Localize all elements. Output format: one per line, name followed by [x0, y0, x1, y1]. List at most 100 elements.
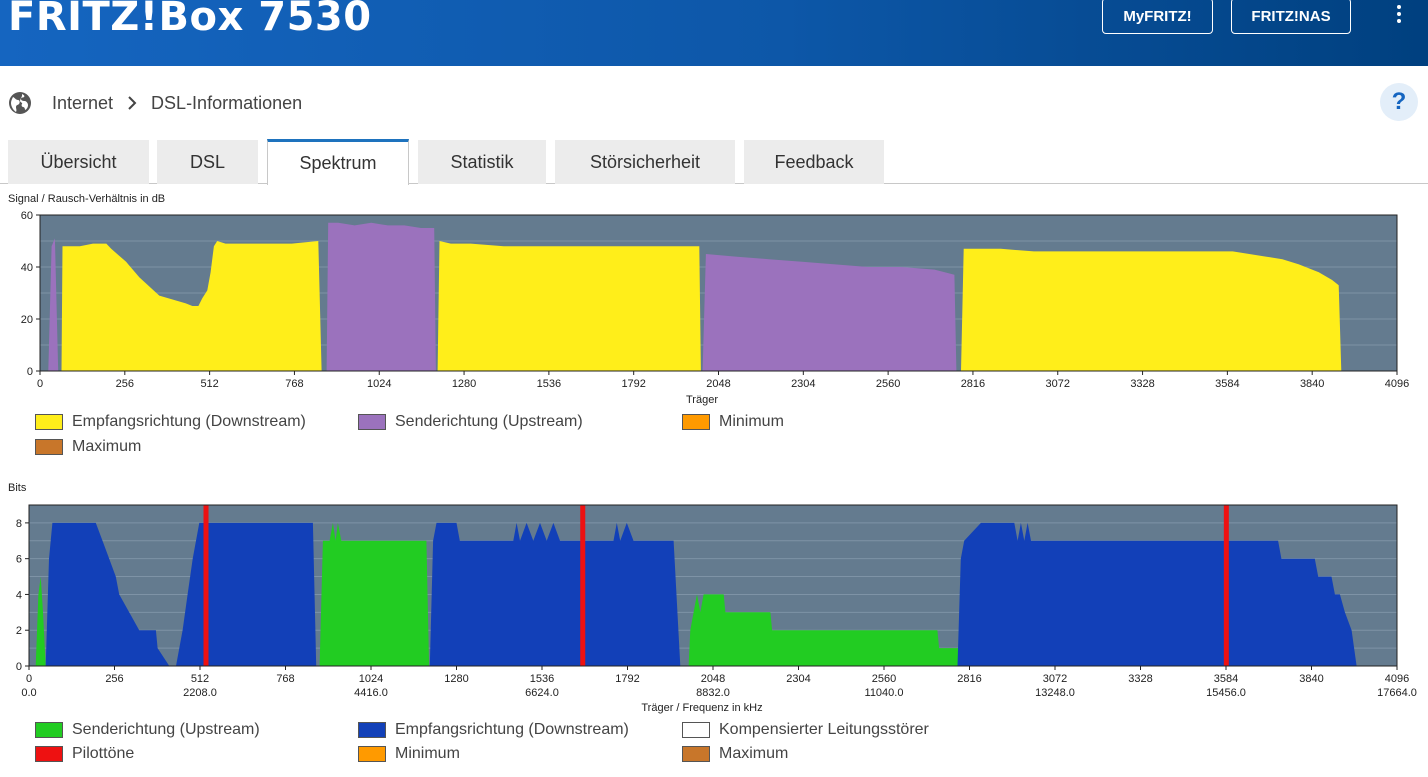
- pilot-tone-marker: [203, 505, 209, 666]
- x-frequency-label: 13248.0: [1035, 687, 1075, 699]
- legend-bits-minimum: Minimum: [358, 745, 460, 763]
- swatch-upstream: [358, 414, 386, 430]
- legend-bits-upstream: Senderichtung (Upstream): [35, 721, 260, 739]
- x-tick-label: 1024: [359, 673, 383, 685]
- y-tick-label: 2: [16, 625, 22, 637]
- swatch-downstream: [358, 722, 386, 738]
- tab-uebersicht[interactable]: Übersicht: [8, 140, 149, 184]
- pilot-tone-marker: [1223, 505, 1229, 666]
- y-tick-label: 4: [16, 589, 22, 601]
- legend-label: Senderichtung (Upstream): [72, 721, 260, 738]
- x-tick-label: 768: [276, 673, 294, 685]
- help-button[interactable]: ?: [1380, 83, 1418, 121]
- x-tick-label: 2816: [961, 378, 985, 390]
- tab-feedback[interactable]: Feedback: [744, 140, 884, 184]
- legend-label: Pilottöne: [72, 745, 135, 762]
- x-frequency-label: 17664.0: [1377, 687, 1417, 699]
- swatch-maximum: [682, 746, 710, 762]
- swatch-minimum: [682, 414, 710, 430]
- x-tick-label: 3072: [1046, 378, 1070, 390]
- legend-snr-minimum: Minimum: [682, 413, 784, 431]
- legend-label: Minimum: [719, 413, 784, 430]
- x-tick-label: 256: [105, 673, 123, 685]
- tab-stoersicherheit[interactable]: Störsicherheit: [555, 140, 735, 184]
- legend-snr-maximum: Maximum: [35, 438, 141, 456]
- legend-bits-maximum: Maximum: [682, 745, 788, 763]
- fritznas-button[interactable]: FRITZ!NAS: [1231, 0, 1351, 34]
- legend-snr-downstream: Empfangsrichtung (Downstream): [35, 413, 306, 431]
- x-tick-label: 1024: [367, 378, 391, 390]
- x-tick-label: 3072: [1043, 673, 1067, 685]
- x-tick-label: 3328: [1128, 673, 1152, 685]
- x-tick-label: 3584: [1215, 378, 1239, 390]
- swatch-pilot: [35, 746, 63, 762]
- x-tick-label: 2816: [957, 673, 981, 685]
- legend-snr-upstream: Senderichtung (Upstream): [358, 413, 583, 431]
- snr-chart: 0 20 40 60 0 256 512 768 1024 1280 1536 1792 2048 230…: [21, 210, 1409, 406]
- brand-title: FRITZ!Box 7530: [8, 0, 372, 40]
- x-tick-label: 3840: [1299, 673, 1323, 685]
- x-frequency-label: 6624.0: [525, 687, 559, 699]
- legend-label: Minimum: [395, 745, 460, 762]
- swatch-minimum: [358, 746, 386, 762]
- breadcrumb-internet[interactable]: Internet: [52, 92, 114, 113]
- bits-chart: 0 2 4 6 8 0 256 512 768 1024 1280 1536 1792 2048 2304 2…: [16, 504, 1417, 714]
- legend-bits-compensated: Kompensierter Leitungsstörer: [682, 721, 929, 739]
- swatch-maximum: [35, 439, 63, 455]
- x-frequency-label: 11040.0: [865, 687, 904, 699]
- x-tick-label: 1792: [621, 378, 645, 390]
- x-tick-label: 1536: [537, 378, 561, 390]
- pilot-tone-marker: [580, 505, 586, 666]
- y-tick-label: 60: [21, 210, 33, 222]
- x-tick-label: 3328: [1130, 378, 1154, 390]
- more-menu-icon[interactable]: [1388, 4, 1410, 26]
- x-tick-label: 2560: [876, 378, 900, 390]
- myfritz-button[interactable]: MyFRITZ!: [1102, 0, 1213, 34]
- globe-icon: [9, 92, 31, 114]
- x-tick-label: 4096: [1385, 378, 1409, 390]
- x-frequency-label: 2208.0: [183, 687, 217, 699]
- legend-label: Kompensierter Leitungsstörer: [719, 721, 929, 738]
- x-tick-label: 512: [200, 378, 218, 390]
- y-tick-label: 0: [16, 661, 22, 673]
- swatch-compensated: [682, 722, 710, 738]
- legend-label: Empfangsrichtung (Downstream): [395, 721, 629, 738]
- breadcrumb-dsl-informationen: DSL-Informationen: [151, 92, 303, 113]
- y-tick-label: 20: [21, 314, 33, 326]
- x-frequency-label: 15456.0: [1206, 687, 1246, 699]
- tab-bar: Übersicht DSL Spektrum Statistik Störsic…: [0, 139, 1428, 185]
- series-area-0: [61, 241, 1342, 371]
- x-frequency-label: 4416.0: [354, 687, 388, 699]
- x-tick-label: 1280: [452, 378, 476, 390]
- swatch-upstream: [35, 722, 63, 738]
- x-tick-label: 0: [37, 378, 43, 390]
- y-tick-label: 0: [27, 366, 33, 378]
- legend-bits-pilot: Pilottöne: [35, 745, 134, 763]
- chevron-right-icon: [128, 96, 137, 110]
- y-tick-label: 40: [21, 262, 33, 274]
- snr-chart-title: Signal / Rausch-Verhältnis in dB: [8, 193, 166, 205]
- top-header: FRITZ!Box 7530 MyFRITZ! FRITZ!NAS: [0, 0, 1428, 66]
- x-tick-label: 2048: [706, 378, 730, 390]
- tab-spektrum[interactable]: Spektrum: [267, 139, 409, 185]
- x-tick-label: 256: [116, 378, 134, 390]
- legend-label: Senderichtung (Upstream): [395, 413, 583, 430]
- y-tick-label: 6: [16, 554, 22, 566]
- snr-x-axis-label: Träger: [686, 394, 718, 406]
- x-tick-label: 1536: [530, 673, 554, 685]
- x-tick-label: 2048: [701, 673, 725, 685]
- tab-dsl[interactable]: DSL: [157, 140, 258, 184]
- x-tick-label: 1280: [444, 673, 468, 685]
- tab-statistik[interactable]: Statistik: [418, 140, 546, 184]
- series-area-0: [35, 522, 963, 666]
- x-tick-label: 0: [26, 673, 32, 685]
- x-tick-label: 2560: [872, 673, 896, 685]
- breadcrumb: Internet DSL-Informationen: [8, 88, 302, 118]
- legend-label: Maximum: [719, 745, 789, 762]
- x-frequency-label: 0.0: [21, 687, 36, 699]
- legend-bits-downstream: Empfangsrichtung (Downstream): [358, 721, 629, 739]
- x-tick-label: 3840: [1300, 378, 1324, 390]
- y-tick-label: 8: [16, 518, 22, 530]
- x-frequency-label: 8832.0: [696, 687, 730, 699]
- series-area-1: [48, 222, 957, 371]
